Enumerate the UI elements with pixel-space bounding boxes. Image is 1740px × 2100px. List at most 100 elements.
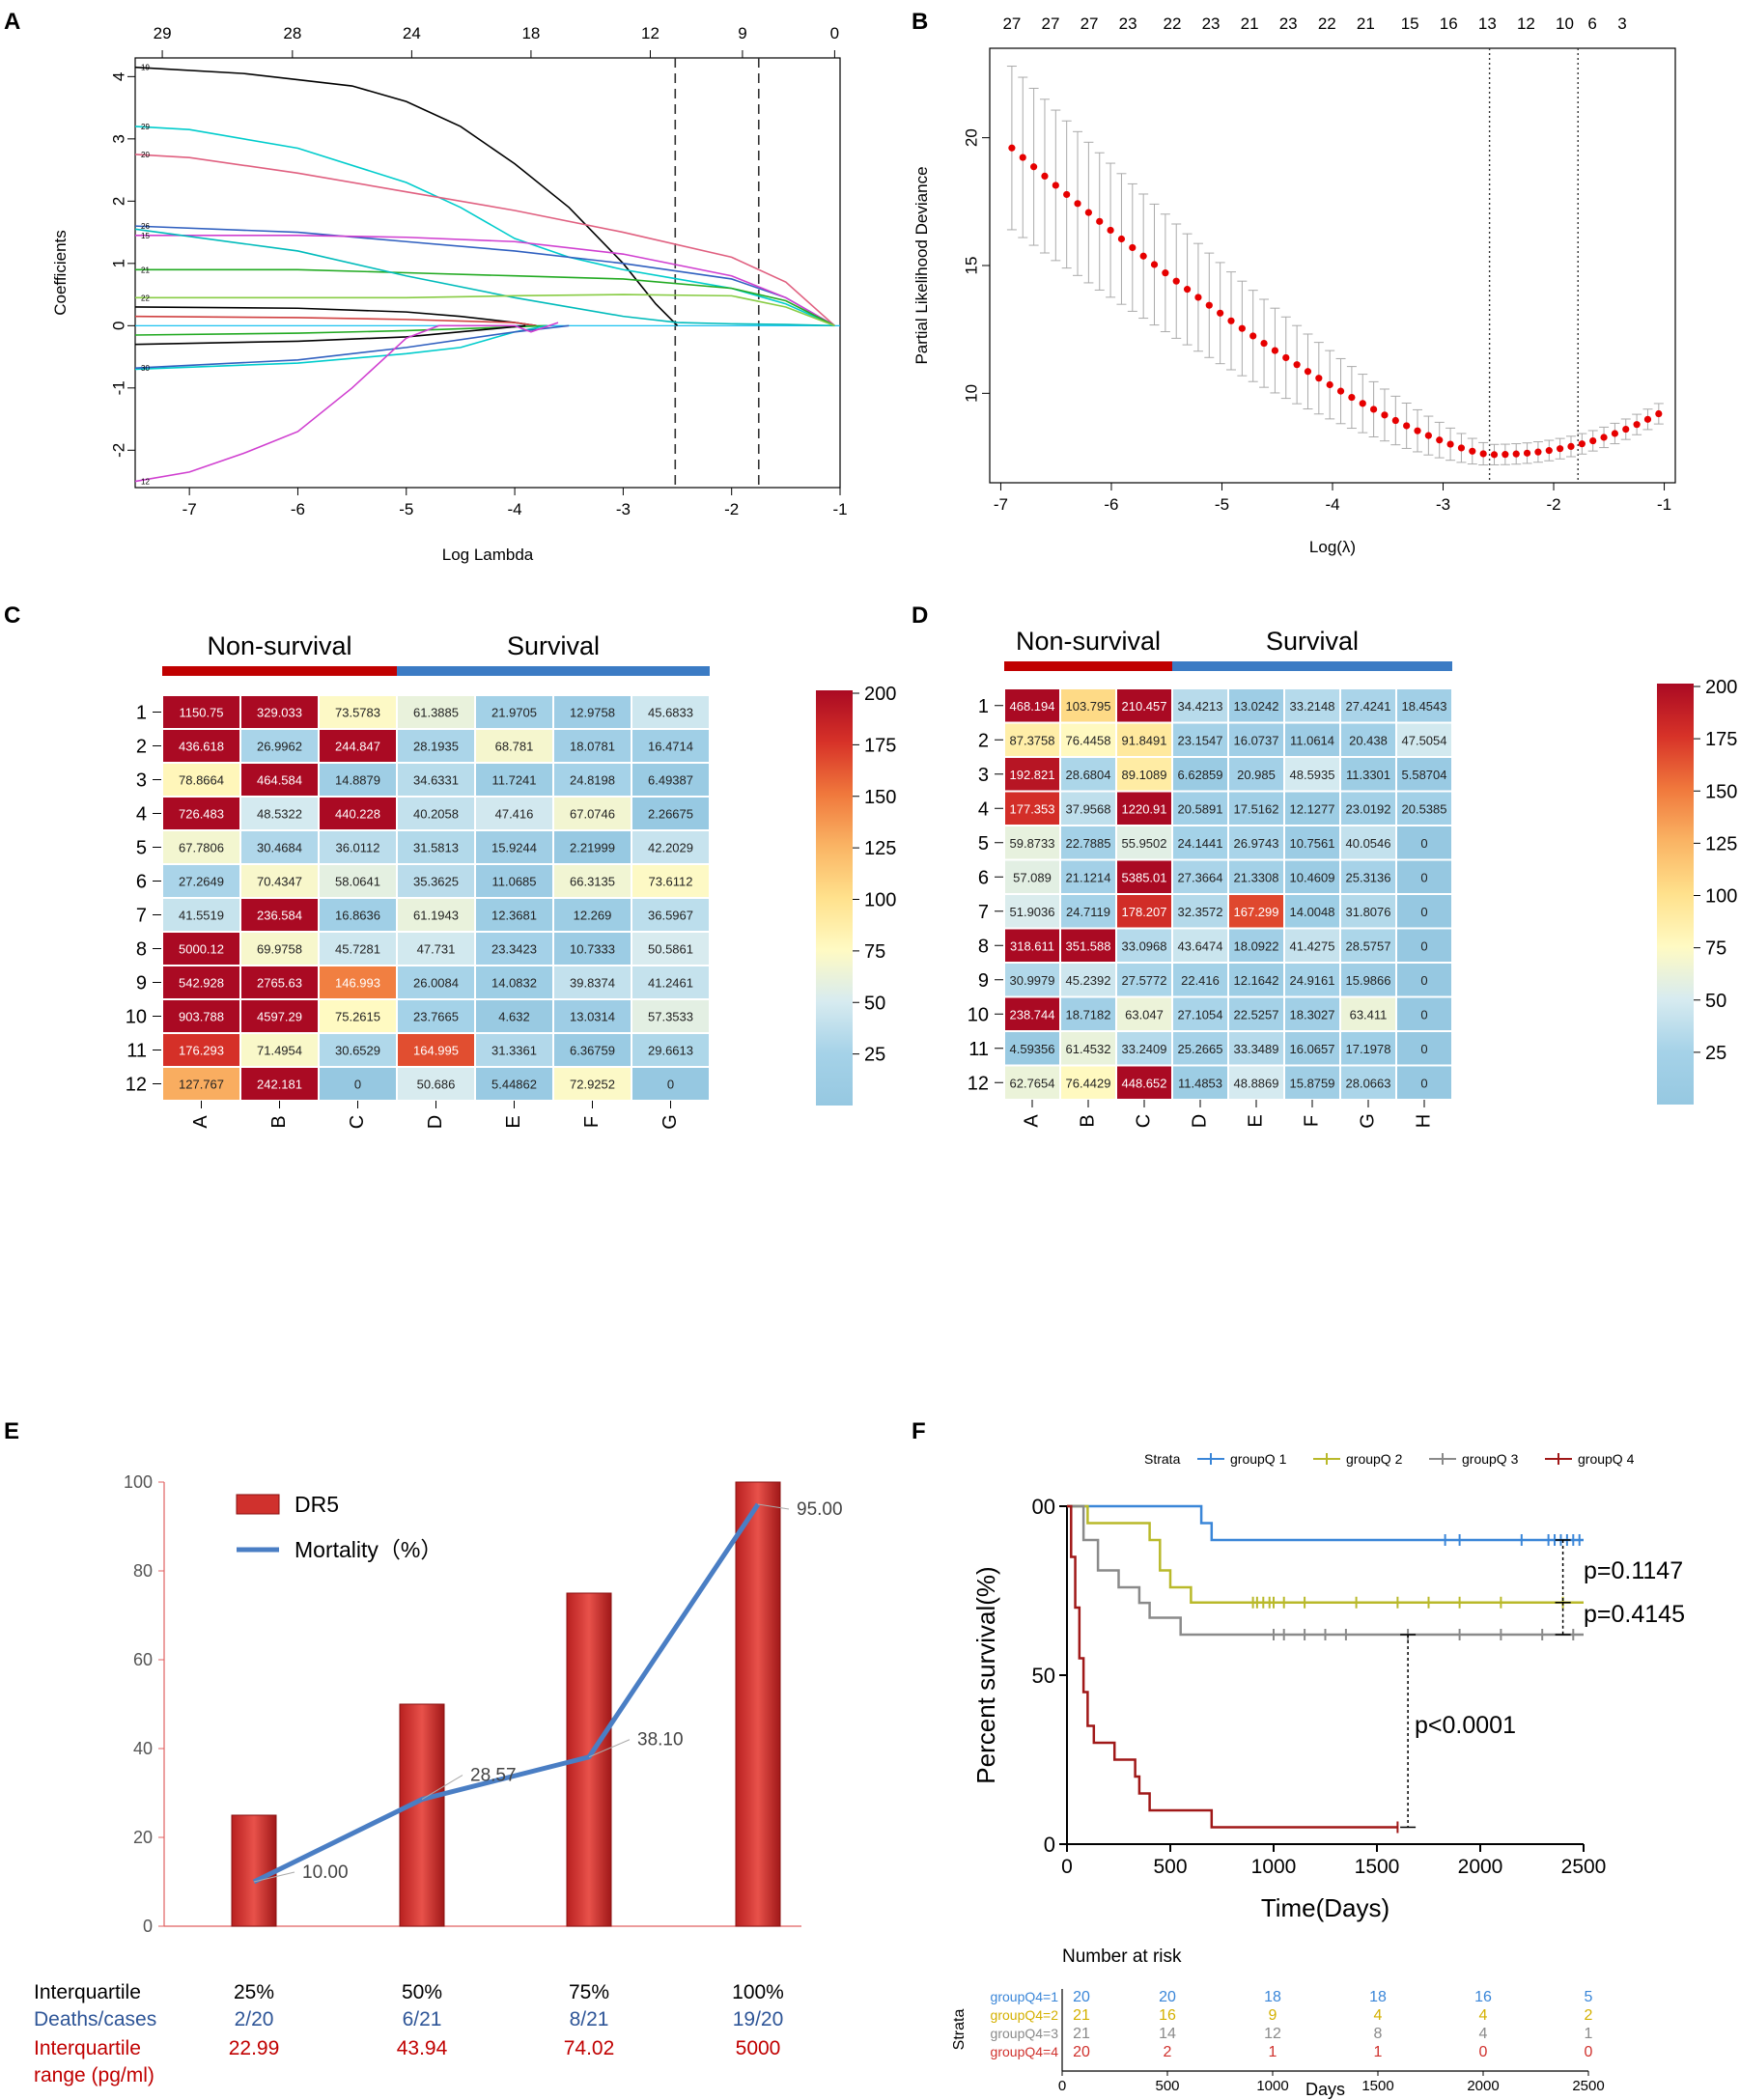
deviance-point [1217,309,1224,317]
deviance-point [1633,421,1641,429]
cell-value: 12.1277 [1290,801,1335,816]
heat-cell [1395,893,1453,930]
deviance-point [1391,416,1399,425]
y-axis-label: Partial Likelihood Deviance [912,166,931,364]
deviance-point [1282,353,1290,362]
heat-cell [161,897,241,933]
coef-path-31 [134,324,570,369]
x-tick-label: -1 [832,500,847,518]
legend-label: groupQ 3 [1462,1451,1519,1467]
risk-count: 2 [1164,2044,1172,2060]
cell-value: 13.0314 [570,1010,615,1024]
risk-x-tick-label: 2000 [1467,2078,1499,2094]
cell-value: 20.438 [1349,733,1388,747]
cell-value: 6.49387 [648,773,693,788]
group-bar [1172,661,1452,671]
x-tick-label: 2000 [1458,1856,1503,1878]
cell-value: 1150.75 [179,706,223,720]
deviance-point [1336,387,1345,395]
cell-value: 20.5385 [1402,801,1447,816]
deviance-point [1162,269,1169,277]
deviance-point [1436,436,1444,444]
heat-cell [474,762,554,798]
deviance-point [1052,182,1059,189]
x-tick-label: 0 [1061,1856,1073,1878]
col-label: C [347,1115,368,1129]
heat-cell [318,796,398,831]
coef-path-21 [135,268,835,327]
cell-value: 30.6529 [335,1044,380,1058]
coef-path-32 [134,322,559,483]
table-row-label: Interquartile [34,1981,141,2003]
x-tick-label: -4 [1325,495,1339,514]
cell-value: 21.3308 [1234,870,1279,884]
row-label: 7 [978,902,989,923]
x-tick-label: 1500 [1355,1856,1400,1878]
cell-value: 45.7281 [335,942,380,957]
cell-value: 15.9866 [1346,973,1391,988]
panel-label-B: B [912,9,928,35]
col-label: A [190,1115,211,1129]
cell-value: 464.584 [257,773,302,788]
deviance-point [1238,324,1246,332]
cell-value: 61.4532 [1066,1042,1111,1056]
heat-cell [396,796,476,831]
cell-value: 23.1547 [1178,733,1223,747]
row-label: 4 [978,798,989,820]
top-tick-label: 9 [738,24,746,42]
x-tick-label: -1 [1657,495,1671,514]
deviance-point [1249,332,1257,340]
path-label: 19 [141,64,150,72]
coef-path-22 [134,228,835,327]
y-tick-label: 80 [133,1561,153,1581]
cell-value: 47.5054 [1402,733,1447,747]
heat-cell [239,998,320,1034]
deviance-point [1183,286,1192,294]
heat-cell [1115,962,1173,998]
deviance-point [1501,451,1509,459]
cell-value: 16.0657 [1290,1042,1335,1056]
col-label: F [1301,1115,1322,1127]
cell-value: 146.993 [335,976,380,991]
table-row-label: Interquartile [34,2037,141,2059]
cell-value: 50.686 [417,1078,456,1092]
y-tick-label: 100 [124,1472,153,1492]
deviance-point [1512,450,1520,458]
risk-count: 0 [1585,2044,1593,2060]
panel-f-km-survival: 0 500 1000 1500 2000 250005000Time(Days)Perce… [951,1451,1685,2099]
cell-value: 210.457 [1122,699,1167,714]
cell-value: 67.0746 [570,807,615,822]
cell-value: 61.3885 [413,706,459,720]
heat-cell [1059,858,1117,895]
y-axis-label: Coefficients [51,230,70,316]
y-tick-label: -1 [109,380,127,395]
group-label: Non-survival [1016,627,1161,656]
y-tick-label: 2 [109,197,127,206]
cell-value: 23.3423 [491,942,537,957]
cell-value: 27.4241 [1346,699,1391,714]
scale-tick-label: 75 [864,941,885,963]
deviance-point [1074,200,1081,208]
row-label: 2 [978,730,989,751]
deviance-point [1370,406,1378,413]
heat-cell [318,965,398,1000]
group-bar [1004,661,1172,671]
path-label: 20 [141,151,150,159]
cell-value: 18.0922 [1234,938,1279,953]
risk-row-label: groupQ4=2 [991,2007,1059,2023]
deviance-point [1227,317,1235,324]
heat-cell [1003,995,1061,1032]
top-tick-label: 15 [1401,14,1419,33]
cell-value: 27.3664 [1178,870,1223,884]
heat-cell [1395,721,1453,758]
cell-value: 75.2615 [335,1010,380,1024]
scale-tick-label: 25 [1705,1043,1726,1064]
heat-cell [161,796,241,831]
heat-cell [396,965,476,1000]
cell-value: 468.194 [1010,699,1055,714]
row-label: 12 [968,1073,989,1094]
heat-cell [474,694,554,730]
panel-label-F: F [912,1418,926,1444]
cell-value: 39.8374 [570,976,615,991]
heat-cell [318,694,398,730]
